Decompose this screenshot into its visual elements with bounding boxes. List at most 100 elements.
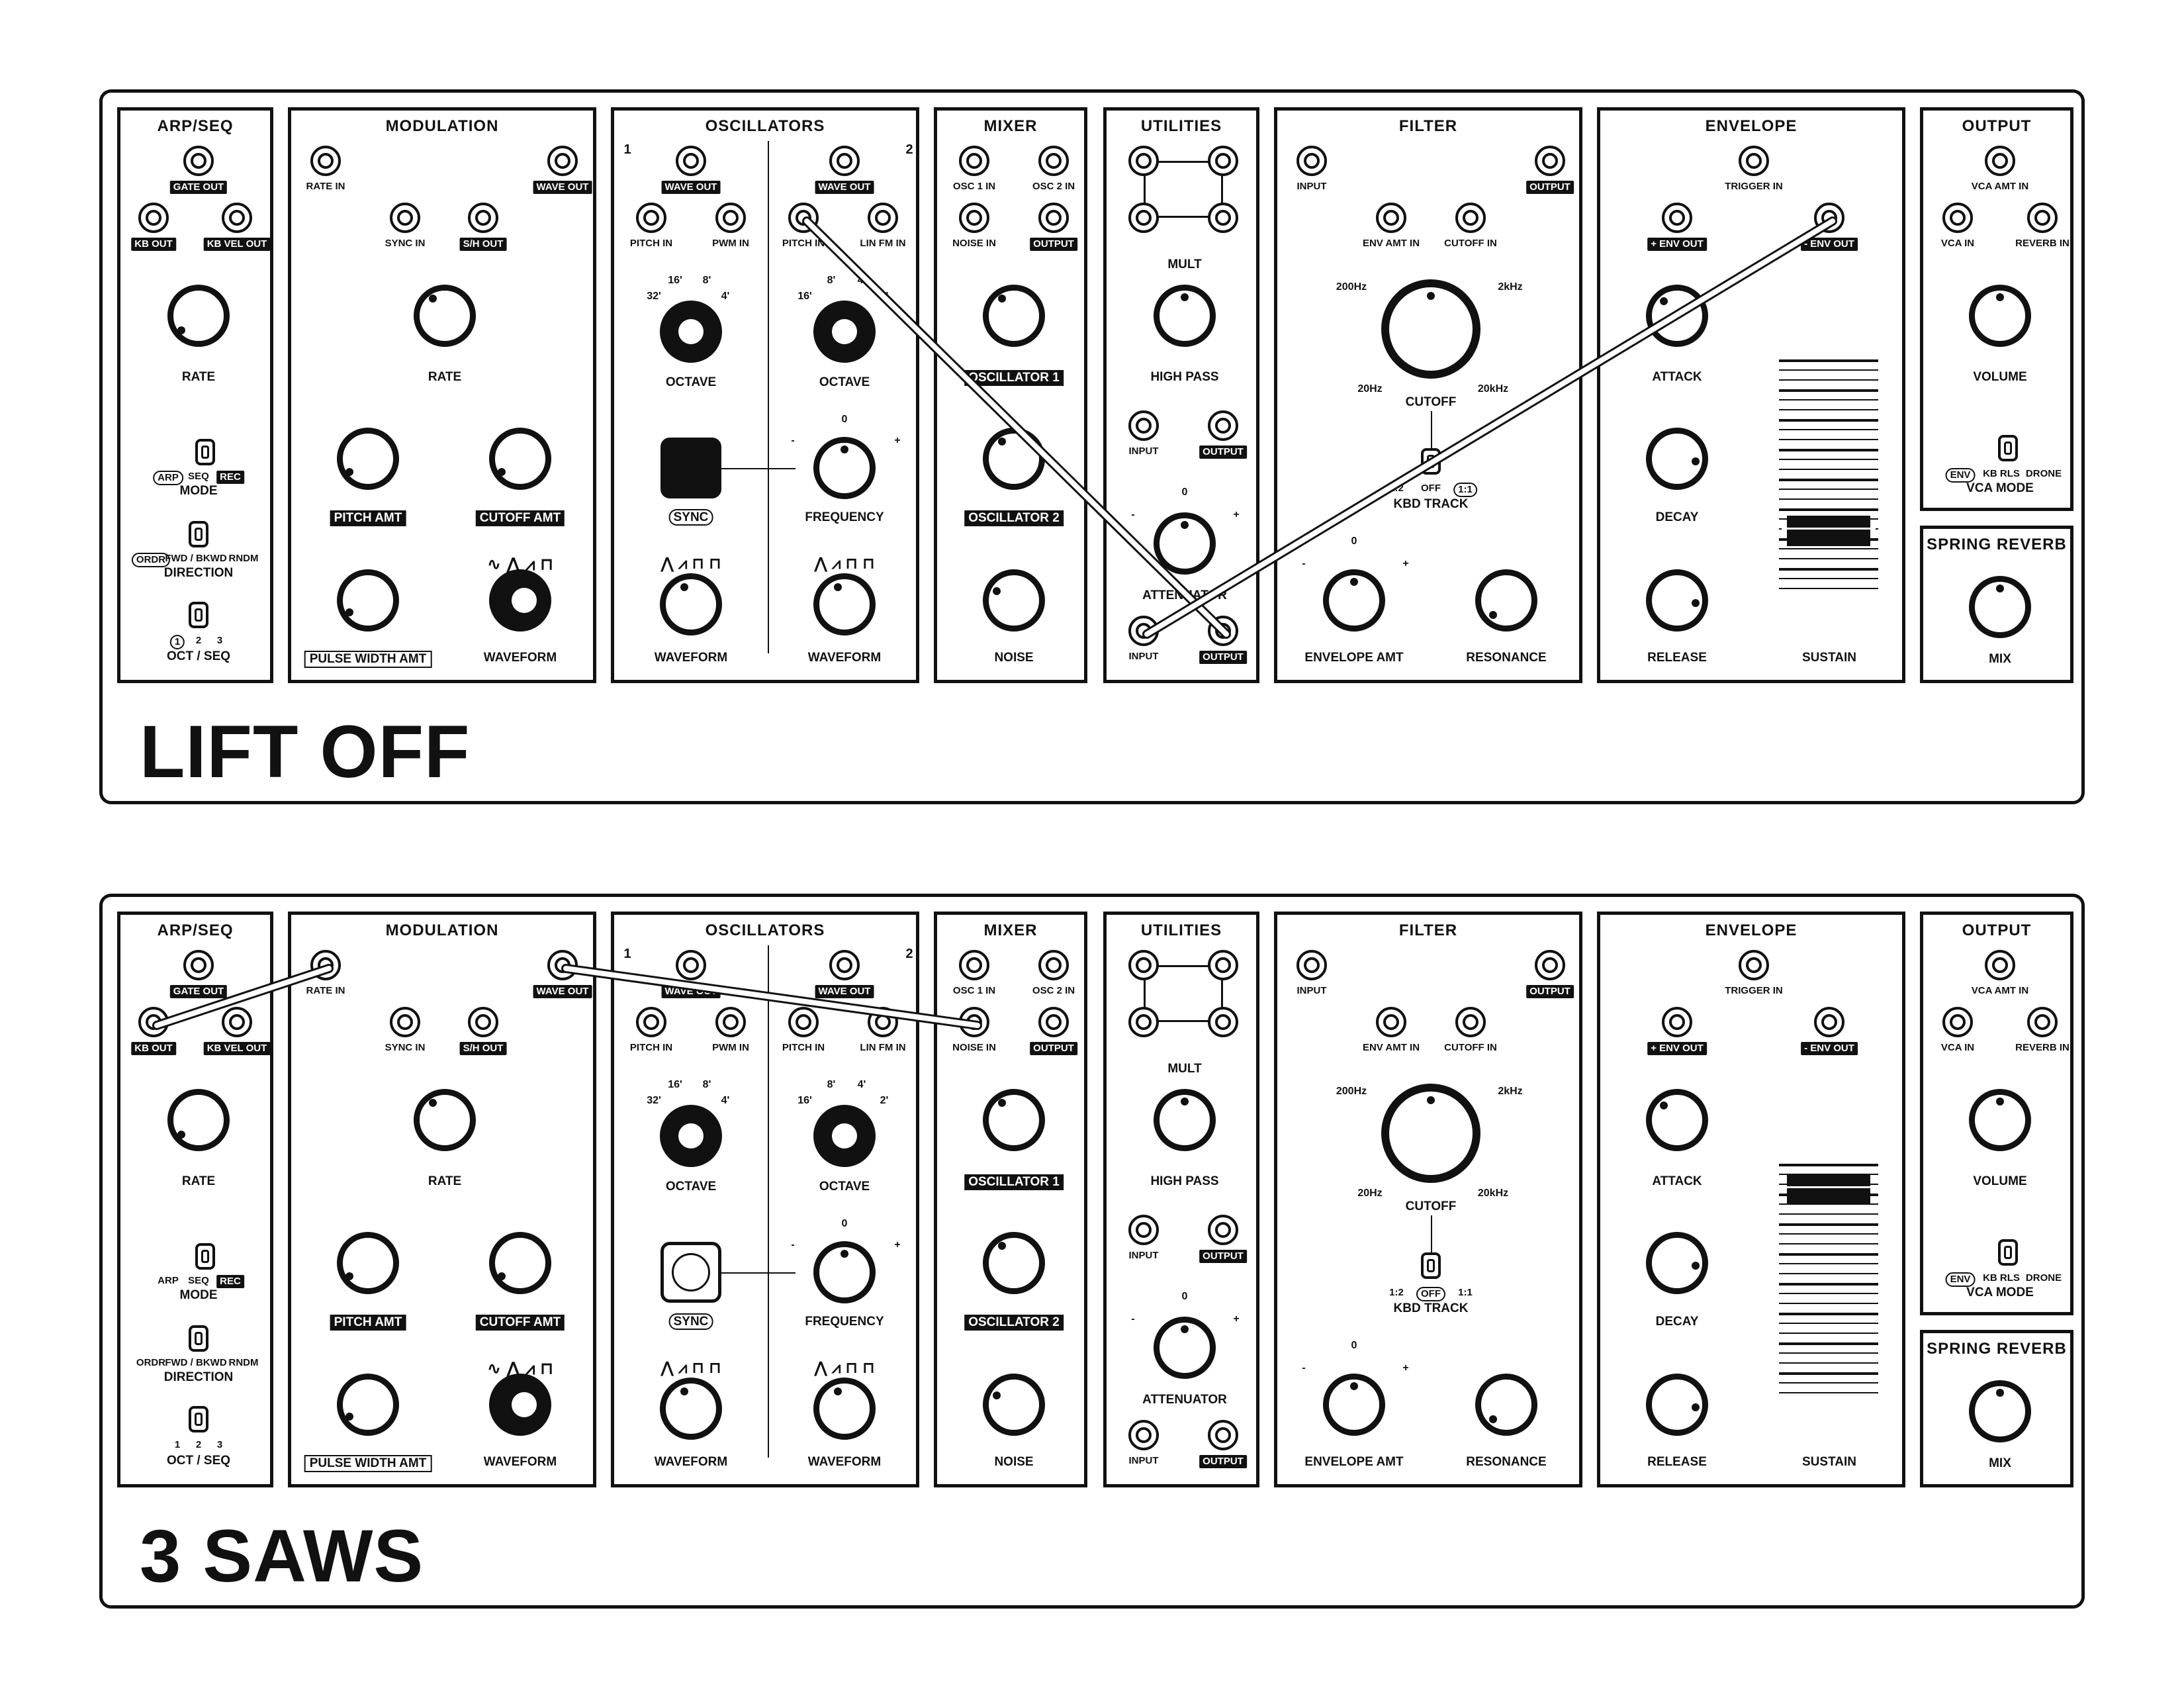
osc1-pitch-in-jack[interactable] [636,203,666,233]
osc1-pitch-in-jack[interactable] [636,1007,666,1037]
arp-mode-switch[interactable] [195,439,215,465]
reverb-in-jack[interactable] [2027,203,2058,233]
sustain-fader[interactable] [1779,359,1878,598]
direction-switch[interactable] [189,1325,208,1352]
sustain-fader[interactable] [1779,1164,1878,1402]
noise-in-jack[interactable] [959,203,989,233]
mod-wave-out-jack[interactable] [547,950,578,980]
osc1-wave-out-jack[interactable] [676,950,706,980]
mult-jack-3[interactable] [1128,203,1159,233]
resonance-knob[interactable] [1475,1374,1537,1436]
att-output-jack[interactable] [1208,616,1238,646]
vca-in-jack[interactable] [1942,203,1973,233]
minus-env-out-jack[interactable] [1814,1007,1844,1037]
kb-vel-out-jack[interactable] [222,203,252,233]
hp-input-jack[interactable] [1128,1215,1159,1245]
oscillator2-level-knob[interactable] [983,1232,1045,1294]
oct-seq-switch[interactable] [189,602,208,628]
kb-out-jack[interactable] [138,1007,169,1037]
oscillator1-level-knob[interactable] [983,1089,1045,1151]
mixer-output-jack[interactable] [1038,203,1069,233]
att-input-jack[interactable] [1128,1420,1159,1450]
mult-jack-1[interactable] [1128,146,1159,176]
reverb-mix-knob[interactable] [1969,576,2031,638]
osc2-pitch-in-jack[interactable] [788,1007,819,1037]
attack-knob[interactable] [1646,1089,1708,1151]
gate-out-jack[interactable] [183,146,214,176]
lin-fm-in-jack[interactable] [868,203,898,233]
hp-output-jack[interactable] [1208,410,1238,441]
osc1-octave-knob[interactable] [660,1105,722,1167]
pulse-width-amt-knob[interactable] [337,1374,399,1436]
mult-jack-3[interactable] [1128,1007,1159,1037]
high-pass-knob[interactable] [1154,285,1216,347]
osc2-octave-knob[interactable] [813,301,876,363]
cutoff-in-jack[interactable] [1455,203,1486,233]
cutoff-in-jack[interactable] [1455,1007,1486,1037]
sync-in-jack[interactable] [390,203,420,233]
att-input-jack[interactable] [1128,616,1159,646]
high-pass-knob[interactable] [1154,1089,1216,1151]
mod-waveform-knob[interactable] [489,569,551,632]
trigger-in-jack[interactable] [1739,950,1769,980]
envelope-amt-knob[interactable] [1323,1374,1385,1436]
vca-amt-in-jack[interactable] [1985,146,2015,176]
reverb-in-jack[interactable] [2027,1007,2058,1037]
osc1-in-jack[interactable] [959,950,989,980]
oscillator1-level-knob[interactable] [983,285,1045,347]
pitch-amt-knob[interactable] [337,1232,399,1294]
sync-button[interactable] [660,1242,721,1303]
filter-input-jack[interactable] [1297,950,1327,980]
osc1-in-jack[interactable] [959,146,989,176]
arp-rate-knob[interactable] [167,285,230,347]
cutoff-amt-knob[interactable] [489,428,551,490]
arp-mode-switch[interactable] [195,1243,215,1270]
mod-rate-knob[interactable] [414,285,476,347]
cutoff-amt-knob[interactable] [489,1232,551,1294]
vca-mode-switch[interactable] [1998,1239,2018,1266]
osc2-octave-knob[interactable] [813,1105,876,1167]
mod-waveform-knob[interactable] [489,1374,551,1436]
hp-output-jack[interactable] [1208,1215,1238,1245]
volume-knob[interactable] [1969,1089,2031,1151]
env-amt-in-jack[interactable] [1376,203,1406,233]
resonance-knob[interactable] [1475,569,1537,632]
gate-out-jack[interactable] [183,950,214,980]
env-amt-in-jack[interactable] [1376,1007,1406,1037]
hp-input-jack[interactable] [1128,410,1159,441]
att-output-jack[interactable] [1208,1420,1238,1450]
mult-jack-1[interactable] [1128,950,1159,980]
frequency-knob[interactable] [813,437,876,499]
rate-in-jack[interactable] [310,146,341,176]
release-knob[interactable] [1646,1374,1708,1436]
rate-in-jack[interactable] [310,950,341,980]
filter-output-jack[interactable] [1535,146,1565,176]
mult-jack-4[interactable] [1208,203,1238,233]
cutoff-knob[interactable] [1381,279,1480,379]
kbd-track-switch[interactable] [1421,1252,1441,1279]
cutoff-knob[interactable] [1381,1084,1480,1183]
lin-fm-in-jack[interactable] [868,1007,898,1037]
decay-knob[interactable] [1646,1232,1708,1294]
mult-jack-4[interactable] [1208,1007,1238,1037]
mult-jack-2[interactable] [1208,146,1238,176]
noise-in-jack[interactable] [959,1007,989,1037]
direction-switch[interactable] [189,521,208,547]
attack-knob[interactable] [1646,285,1708,347]
attenuator-knob[interactable] [1154,1317,1216,1379]
osc2-in-jack[interactable] [1038,146,1069,176]
mod-rate-knob[interactable] [414,1089,476,1151]
pwm-in-jack[interactable] [715,1007,746,1037]
mixer-output-jack[interactable] [1038,1007,1069,1037]
osc2-in-jack[interactable] [1038,950,1069,980]
envelope-amt-knob[interactable] [1323,569,1385,632]
sh-out-jack[interactable] [468,1007,498,1037]
plus-env-out-jack[interactable] [1662,203,1692,233]
mult-jack-2[interactable] [1208,950,1238,980]
frequency-knob[interactable] [813,1241,876,1303]
osc2-wave-out-jack[interactable] [829,146,860,176]
osc2-wave-out-jack[interactable] [829,950,860,980]
filter-output-jack[interactable] [1535,950,1565,980]
pitch-amt-knob[interactable] [337,428,399,490]
vca-mode-switch[interactable] [1998,435,2018,461]
